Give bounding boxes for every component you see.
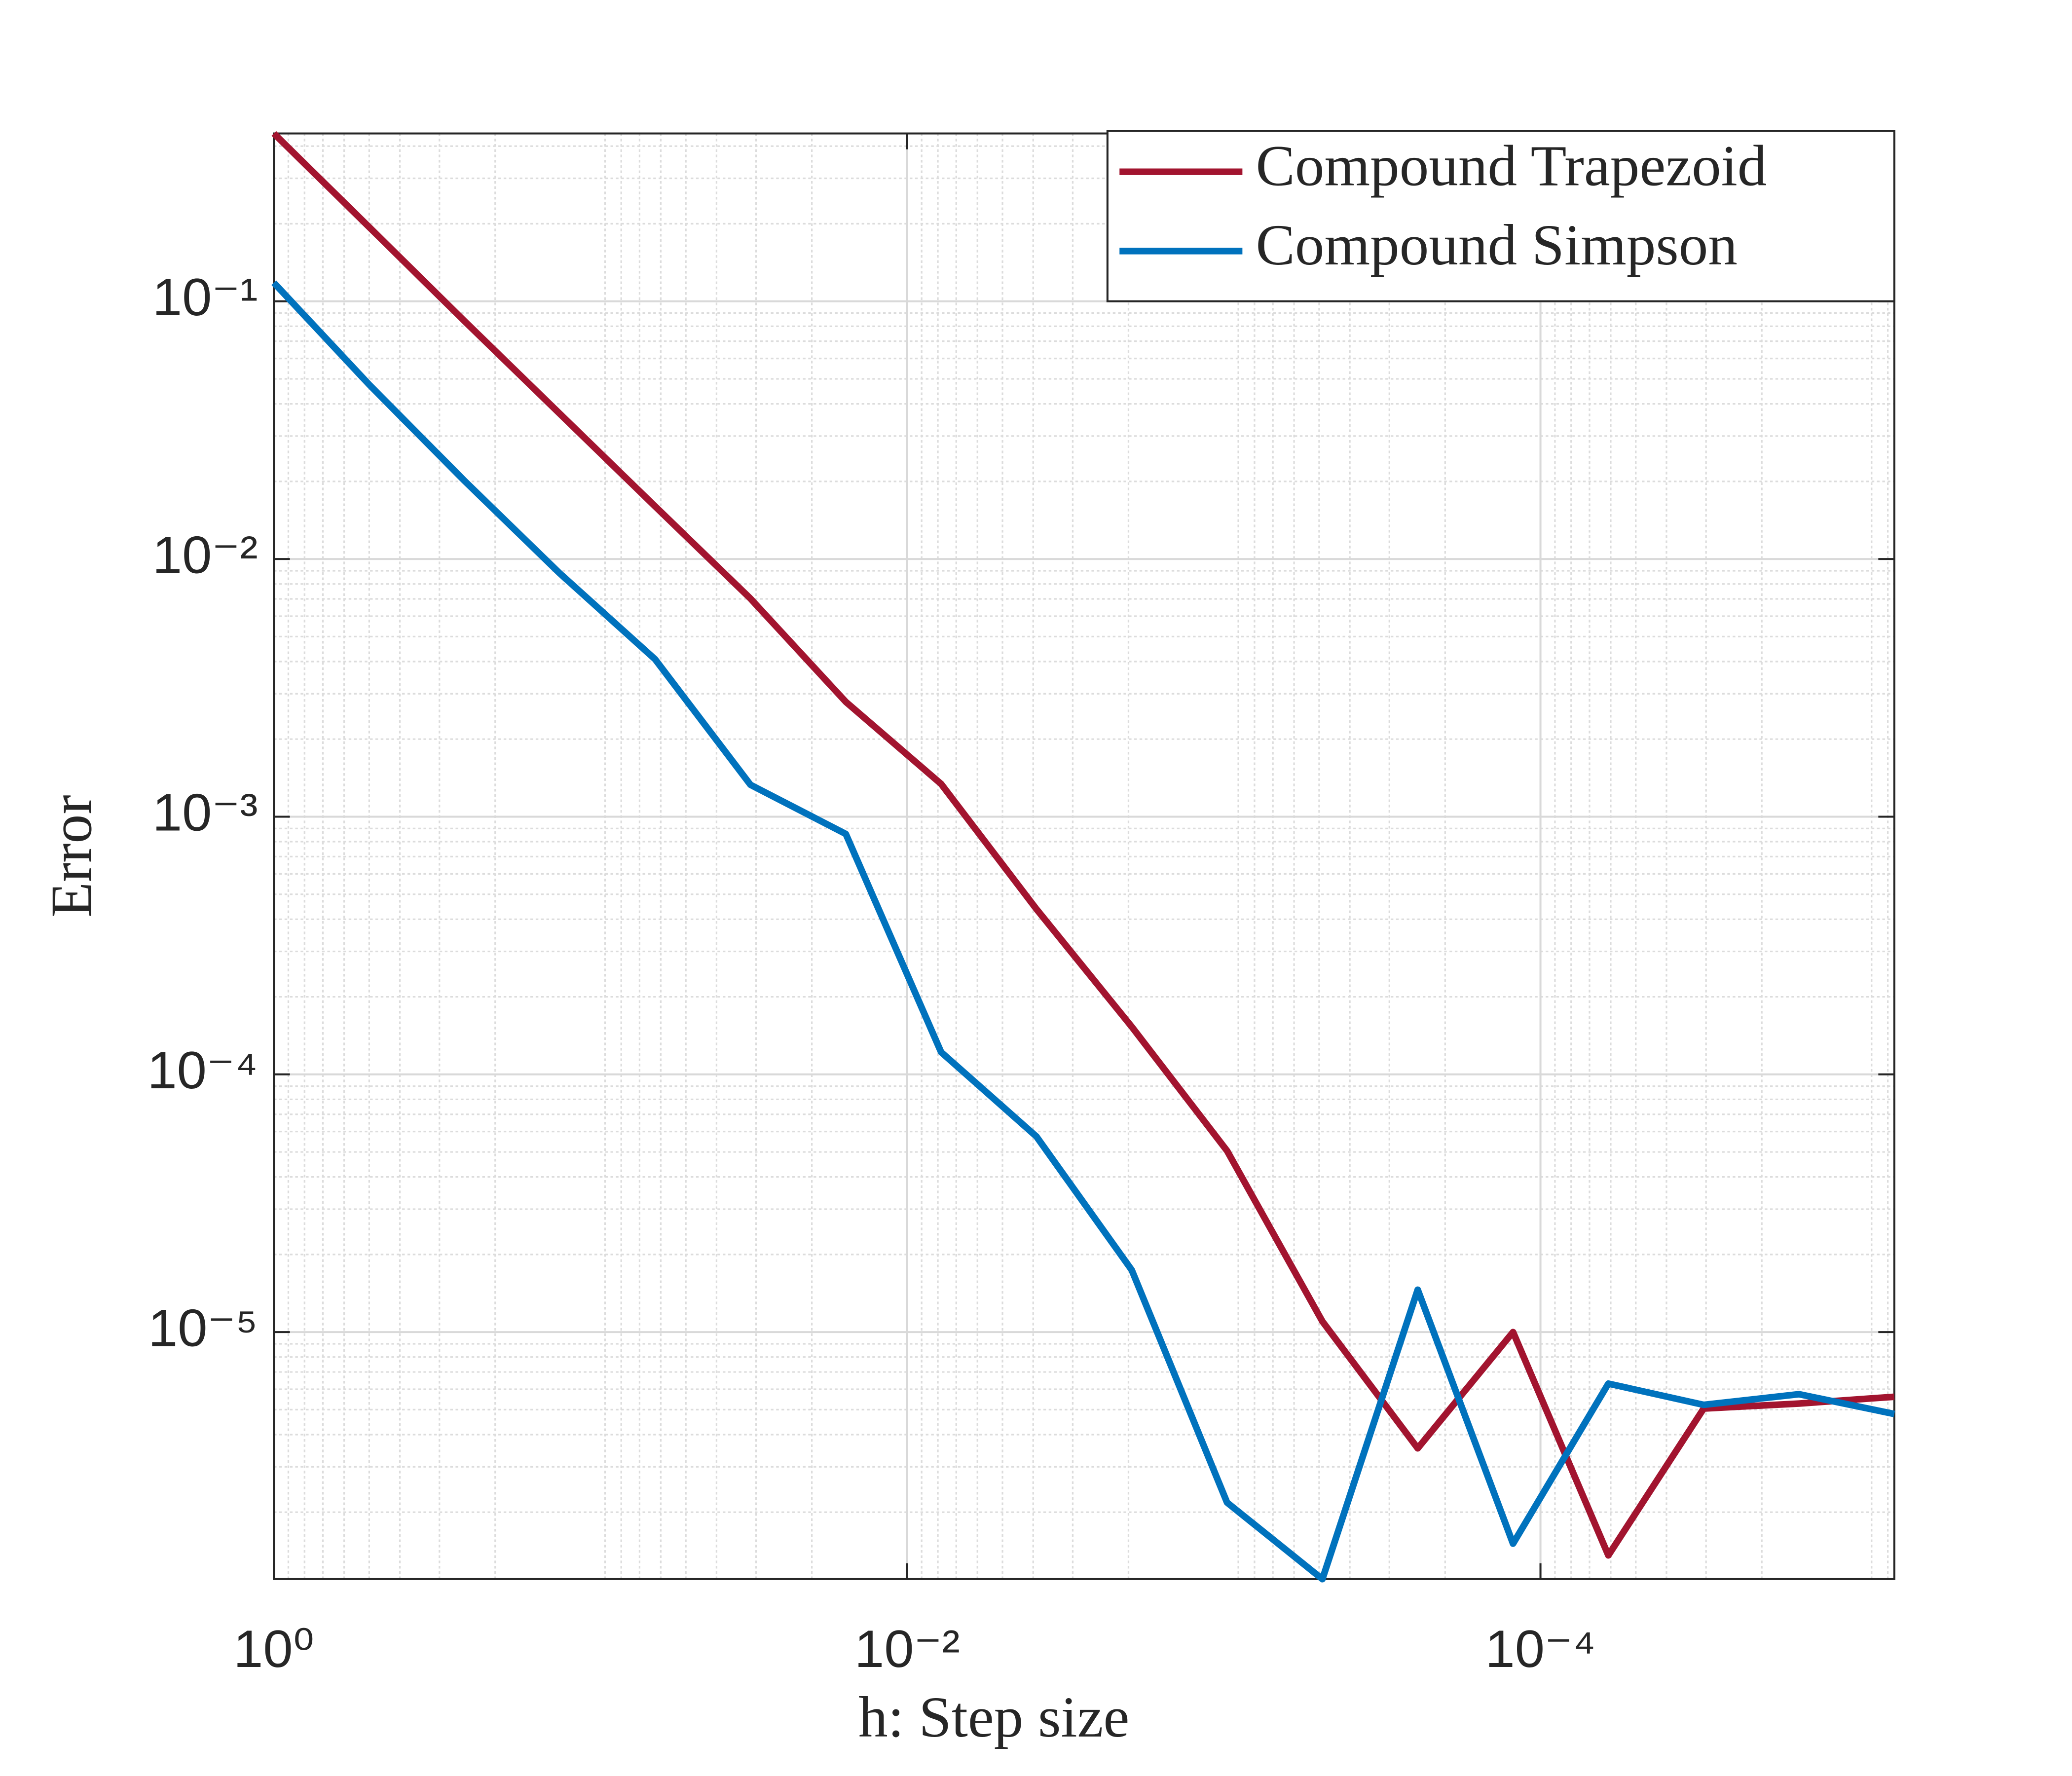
- y-tick-label: 10⁻¹: [152, 267, 258, 327]
- y-tick-label: 10⁻³: [152, 782, 258, 842]
- x-tick-label: 10⁻⁴: [1485, 1619, 1595, 1678]
- x-tick-label: 10⁰: [233, 1619, 314, 1678]
- y-axis-label: Error: [38, 795, 104, 918]
- y-tick-label: 10⁻⁴: [147, 1040, 258, 1100]
- legend-label: Compound Trapezoid: [1256, 133, 1767, 198]
- data-line: [271, 280, 1895, 1583]
- legend: Compound Trapezoid Compound Simpson: [1106, 130, 1895, 302]
- data-line: [271, 131, 1895, 1559]
- y-tick-label: 10⁻²: [152, 525, 258, 584]
- x-axis-label: h: Step size: [858, 1684, 1129, 1749]
- x-tick-label: 10⁻²: [854, 1619, 960, 1678]
- plot-frame: [273, 132, 1895, 1580]
- y-tick-label: 10⁻⁵: [148, 1298, 258, 1357]
- legend-box: [1106, 130, 1895, 302]
- legend-label: Compound Simpson: [1256, 213, 1737, 277]
